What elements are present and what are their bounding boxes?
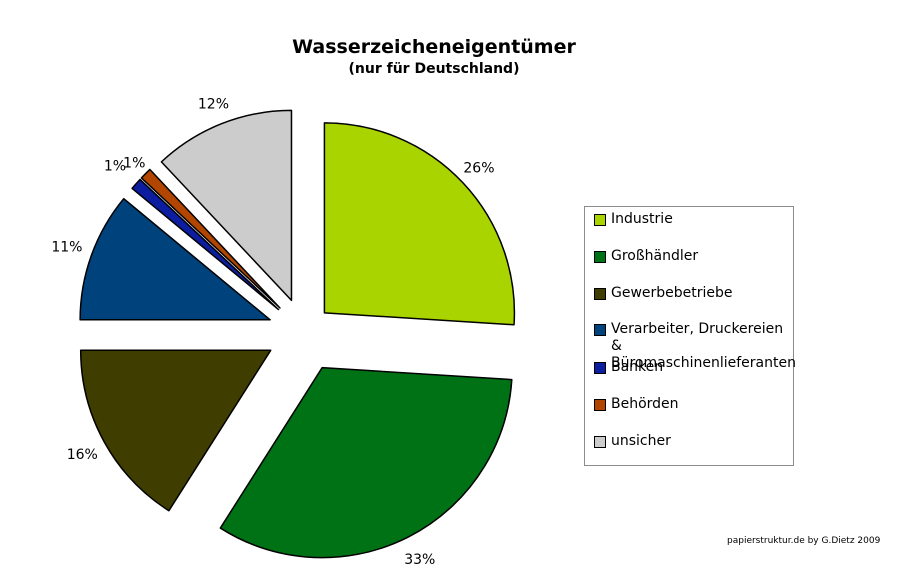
legend-item: Behörden xyxy=(594,396,679,413)
legend-item: Verarbeiter, Druckereien & Büromaschinenl… xyxy=(594,321,796,372)
pie-labels: 26% 33% 16% 11% 1%1% 12% xyxy=(51,96,494,568)
legend-item: Gewerbebetriebe xyxy=(594,285,733,302)
pie-slice-label: 1% xyxy=(123,155,145,171)
chart-title: Wasserzeicheneigentümer xyxy=(292,36,576,58)
legend-swatch xyxy=(594,214,606,226)
pie-slice xyxy=(79,197,271,321)
pie-slice-label: 26% xyxy=(463,161,494,177)
legend-item: Industrie xyxy=(594,211,673,228)
pie-slice-label: 11% xyxy=(51,240,82,256)
legend-swatch xyxy=(594,324,606,336)
credit-text: papierstruktur.de by G.Dietz 2009 xyxy=(727,536,881,546)
chart-legend: Industrie Großhändler Gewerbebetriebe Verar… xyxy=(584,206,796,466)
pie-slices xyxy=(79,109,516,559)
legend-label: unsicher xyxy=(611,433,671,449)
legend-label: Großhändler xyxy=(611,248,699,264)
legend-item: unsicher xyxy=(594,433,671,450)
pie-slice xyxy=(160,109,293,302)
pie-slice-label: 16% xyxy=(67,447,98,463)
legend-swatch xyxy=(594,399,606,411)
legend-label: Behörden xyxy=(611,396,679,412)
legend-swatch xyxy=(594,362,606,374)
pie-slice xyxy=(79,349,272,512)
pie-slice xyxy=(219,366,513,559)
pie-slice xyxy=(131,178,280,311)
pie-slice xyxy=(323,122,516,326)
pie-slice-label: 12% xyxy=(198,96,229,112)
legend-label: Industrie xyxy=(611,211,673,227)
legend-item: Großhändler xyxy=(594,248,698,265)
legend-swatch xyxy=(594,436,606,448)
legend-label: Verarbeiter, Druckereien & Büromaschinenl… xyxy=(611,321,796,371)
pie-slice xyxy=(140,168,281,309)
pie-slice-label: 1% xyxy=(104,158,126,174)
pie-slice-label: 33% xyxy=(404,552,435,568)
chart-subtitle: (nur für Deutschland) xyxy=(348,61,520,77)
legend-label: Banken xyxy=(611,359,664,375)
legend-swatch xyxy=(594,251,606,263)
legend-swatch xyxy=(594,288,606,300)
legend-label: Gewerbebetriebe xyxy=(611,285,733,301)
legend-item: Banken xyxy=(594,359,663,376)
